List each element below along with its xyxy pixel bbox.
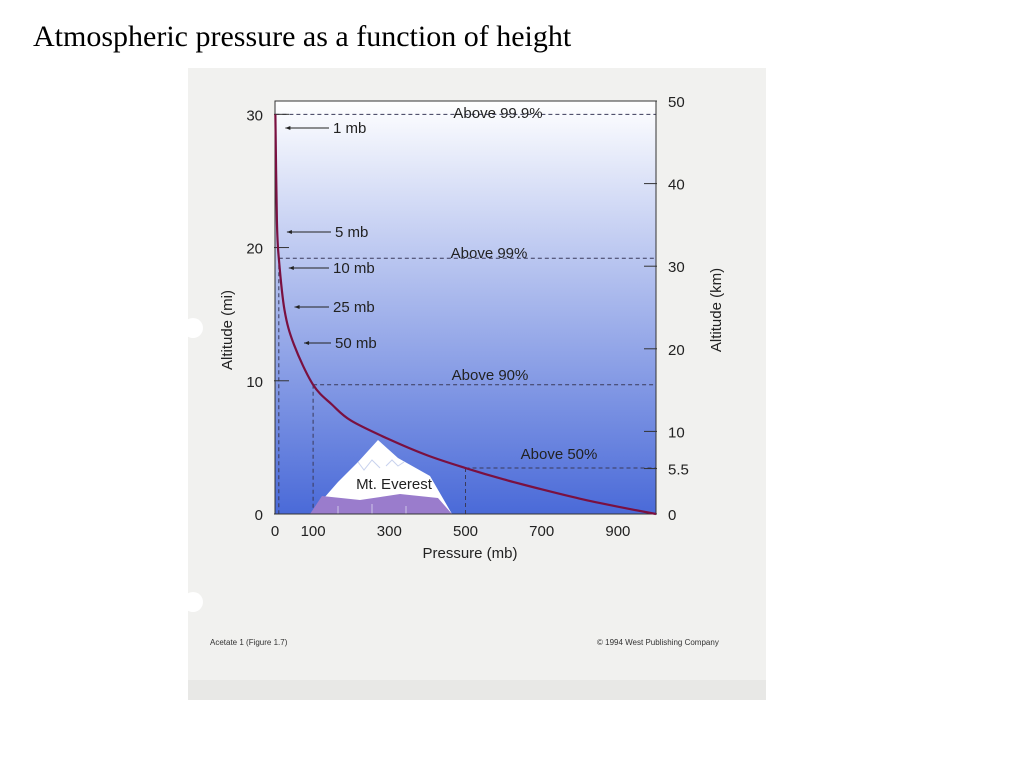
- right-tick-label: 0: [668, 507, 676, 524]
- pressure-pointer-head: [285, 126, 291, 130]
- pressure-label: 50 mb: [335, 335, 377, 352]
- right-tick-label: 10: [668, 424, 685, 441]
- x-tick-label: 300: [377, 523, 402, 540]
- left-tick-label: 0: [255, 507, 263, 524]
- pressure-pointer-head: [304, 341, 310, 345]
- pressure-pointer-head: [286, 230, 292, 234]
- copyright-notice: © 1994 West Publishing Company: [597, 638, 719, 647]
- pressure-pointer-head: [294, 305, 300, 309]
- fraction-label: Above 99.9%: [453, 105, 542, 122]
- left-tick-label: 30: [246, 107, 263, 124]
- right-tick-label: 50: [668, 94, 685, 111]
- mountain-label: Mt. Everest: [356, 476, 433, 493]
- left-axis: 0 10 20 30: [246, 107, 289, 524]
- right-axis-label: Altitude (km): [708, 268, 725, 352]
- mt-everest-mountain: [310, 440, 452, 514]
- mountain-ridge: [385, 459, 405, 467]
- plot-area: [275, 101, 656, 514]
- plot-frame: [274, 100, 657, 515]
- slide-title: Atmospheric pressure as a function of he…: [33, 20, 572, 53]
- x-axis-label: Pressure (mb): [422, 545, 517, 562]
- right-tick-label: 5.5: [668, 462, 689, 479]
- fraction-label: Above 50%: [521, 446, 598, 463]
- mountain-snow: [310, 440, 452, 514]
- left-tick-label: 10: [246, 374, 263, 391]
- x-tick-label: 900: [605, 523, 630, 540]
- left-tick-label: 20: [246, 241, 263, 258]
- x-tick-label: 500: [453, 523, 478, 540]
- x-tick-label: 700: [529, 523, 554, 540]
- mountain-base: [310, 494, 452, 514]
- fraction-label: Above 99%: [451, 245, 528, 262]
- binder-hole: [183, 592, 203, 612]
- x-tick-label: 0: [271, 523, 279, 540]
- pressure-label: 25 mb: [333, 299, 375, 316]
- pressure-labels: 1 mb 5 mb 10 mb 25 mb 50 mb: [285, 120, 377, 352]
- x-tick-label: 100: [301, 523, 326, 540]
- fraction-label: Above 90%: [452, 367, 529, 384]
- pressure-curve: [274, 114, 657, 516]
- right-tick-label: 30: [668, 259, 685, 276]
- pressure-label: 10 mb: [333, 260, 375, 277]
- binder-hole: [183, 318, 203, 338]
- figure-caption: Acetate 1 (Figure 1.7): [210, 638, 288, 647]
- pressure-label: 5 mb: [335, 224, 368, 241]
- left-axis-label: Altitude (mi): [219, 290, 236, 370]
- scan-edge: [188, 680, 766, 700]
- pressure-label: 1 mb: [333, 120, 366, 137]
- right-tick-label: 40: [668, 177, 685, 194]
- pressure-pointer-head: [288, 266, 294, 270]
- fraction-labels: Above 99.9% Above 99% Above 90% Above 50%: [451, 105, 598, 463]
- fraction-lines: [275, 113, 656, 514]
- mountain-ridge: [357, 459, 381, 471]
- right-tick-label: 20: [668, 342, 685, 359]
- x-axis: 0 100 300 500 700 900: [271, 523, 631, 540]
